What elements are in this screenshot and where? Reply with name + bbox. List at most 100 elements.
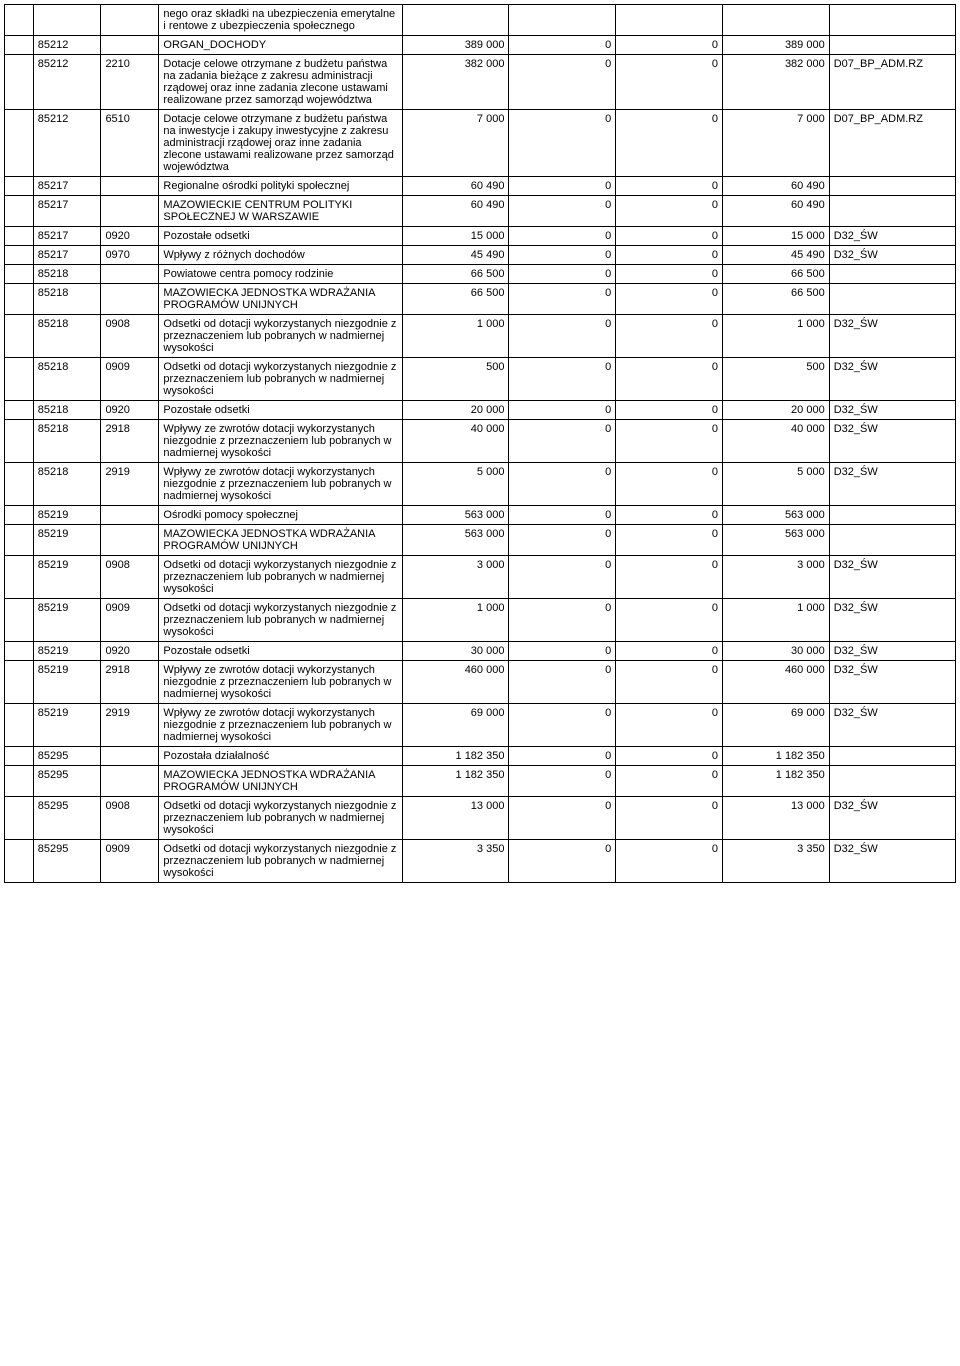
table-cell: 3 350 [722,840,829,883]
table-cell: Pozostałe odsetki [159,227,402,246]
table-cell: 30 000 [722,642,829,661]
table-cell: 382 000 [402,55,509,110]
table-cell [829,766,955,797]
table-cell: D32_ŚW [829,797,955,840]
table-row: 852192919Wpływy ze zwrotów dotacji wykor… [5,704,956,747]
table-row: 852180920Pozostałe odsetki20 0000020 000… [5,401,956,420]
table-cell: 500 [402,358,509,401]
table-row: nego oraz składki na ubezpieczenia emery… [5,5,956,36]
table-cell [5,401,34,420]
table-cell: 0970 [101,246,159,265]
table-cell [5,227,34,246]
table-cell: 1 000 [402,599,509,642]
table-row: 852192918Wpływy ze zwrotów dotacji wykor… [5,661,956,704]
table-cell: 0 [509,110,616,177]
table-cell: 0 [616,463,723,506]
table-row: 85219Ośrodki pomocy społecznej563 000005… [5,506,956,525]
table-cell: 69 000 [402,704,509,747]
table-cell: Odsetki od dotacji wykorzystanych niezgo… [159,840,402,883]
table-cell: 1 000 [722,315,829,358]
table-cell: 0 [509,766,616,797]
table-row: 85217MAZOWIECKIE CENTRUM POLITYKI SPOŁEC… [5,196,956,227]
table-cell [101,5,159,36]
table-cell: 60 490 [722,177,829,196]
table-cell: 85219 [33,525,101,556]
table-cell: D32_ŚW [829,246,955,265]
table-cell: 389 000 [722,36,829,55]
table-cell [5,5,34,36]
table-cell: 60 490 [722,196,829,227]
table-cell: 2918 [101,420,159,463]
table-cell [5,506,34,525]
table-row: 852126510Dotacje celowe otrzymane z budż… [5,110,956,177]
table-row: 852170920Pozostałe odsetki15 0000015 000… [5,227,956,246]
table-cell: Odsetki od dotacji wykorzystanych niezgo… [159,797,402,840]
table-cell: 85219 [33,661,101,704]
table-cell [829,196,955,227]
table-cell [101,265,159,284]
table-cell: 3 000 [722,556,829,599]
table-cell [101,177,159,196]
table-cell: 30 000 [402,642,509,661]
table-cell: 0909 [101,599,159,642]
table-cell: D32_ŚW [829,599,955,642]
table-cell: 15 000 [402,227,509,246]
table-cell: 0 [616,661,723,704]
table-cell: 0 [616,506,723,525]
table-cell: 69 000 [722,704,829,747]
table-cell: 20 000 [402,401,509,420]
table-cell: 0 [616,55,723,110]
table-cell: 40 000 [722,420,829,463]
table-cell: nego oraz składki na ubezpieczenia emery… [159,5,402,36]
table-cell: 85218 [33,315,101,358]
table-cell: 7 000 [402,110,509,177]
table-cell: ORGAN_DOCHODY [159,36,402,55]
table-cell: 0908 [101,556,159,599]
table-cell: 66 500 [722,284,829,315]
table-cell [5,642,34,661]
table-row: 852190909Odsetki od dotacji wykorzystany… [5,599,956,642]
table-cell [101,284,159,315]
table-cell: Regionalne ośrodki polityki społecznej [159,177,402,196]
table-cell: 1 182 350 [402,766,509,797]
table-cell: 0 [509,661,616,704]
table-cell [5,704,34,747]
table-cell: Wpływy z różnych dochodów [159,246,402,265]
table-cell: 0 [509,506,616,525]
table-cell [509,5,616,36]
table-cell: Pozostałe odsetki [159,642,402,661]
table-row: 85218Powiatowe centra pomocy rodzinie66 … [5,265,956,284]
table-cell: MAZOWIECKA JEDNOSTKA WDRAŻANIA PROGRAMÓW… [159,284,402,315]
table-cell: 0 [509,704,616,747]
table-cell [5,196,34,227]
table-cell: 0 [509,556,616,599]
table-cell: 5 000 [722,463,829,506]
table-cell: Powiatowe centra pomocy rodzinie [159,265,402,284]
table-cell: 0920 [101,642,159,661]
table-cell [5,284,34,315]
table-row: 85212ORGAN_DOCHODY389 00000389 000 [5,36,956,55]
table-cell: 0 [509,227,616,246]
table-cell: 0 [616,420,723,463]
table-row: 85218MAZOWIECKA JEDNOSTKA WDRAŻANIA PROG… [5,284,956,315]
table-cell: D32_ŚW [829,661,955,704]
table-row: 85219MAZOWIECKA JEDNOSTKA WDRAŻANIA PROG… [5,525,956,556]
table-cell [829,506,955,525]
table-cell: Wpływy ze zwrotów dotacji wykorzystanych… [159,661,402,704]
table-cell: D32_ŚW [829,315,955,358]
table-cell: 0 [509,797,616,840]
table-cell [101,525,159,556]
table-cell: 0 [616,840,723,883]
table-cell [5,358,34,401]
table-cell [101,747,159,766]
table-cell: Odsetki od dotacji wykorzystanych niezgo… [159,315,402,358]
table-cell: 0 [616,766,723,797]
table-cell: 2918 [101,661,159,704]
table-row: 85217 Regionalne ośrodki polityki społecz… [5,177,956,196]
table-cell: 40 000 [402,420,509,463]
table-cell [5,747,34,766]
table-cell: 85217 [33,177,101,196]
table-cell [402,5,509,36]
table-cell: 0 [616,227,723,246]
table-row: 852950909Odsetki od dotacji wykorzystany… [5,840,956,883]
